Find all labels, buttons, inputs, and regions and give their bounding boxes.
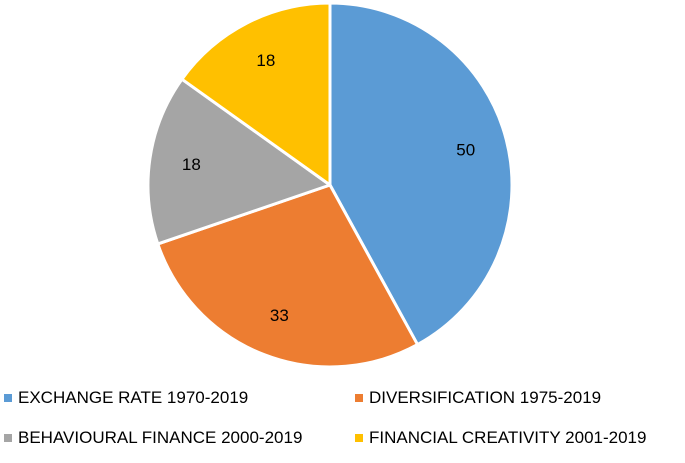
pie-slice-exchange-rate [328, 1, 514, 347]
data-label-diversification: 33 [270, 306, 289, 325]
legend-swatch-diversification [355, 394, 363, 402]
legend-item-financial-creativity: FINANCIAL CREATIVITY 2001-2019 [355, 428, 646, 448]
legend-swatch-financial-creativity [355, 434, 363, 442]
legend-item-diversification: DIVERSIFICATION 1975-2019 [355, 388, 601, 408]
legend-label-behavioural-finance: BEHAVIOURAL FINANCE 2000-2019 [18, 428, 303, 447]
legend-label-diversification: DIVERSIFICATION 1975-2019 [369, 388, 602, 407]
legend-item-behavioural-finance: BEHAVIOURAL FINANCE 2000-2019 [4, 428, 302, 448]
legend-label-exchange-rate: EXCHANGE RATE 1970-2019 [18, 388, 249, 407]
legend-item-exchange-rate: EXCHANGE RATE 1970-2019 [4, 388, 248, 408]
legend-label-financial-creativity: FINANCIAL CREATIVITY 2001-2019 [369, 428, 647, 447]
legend: EXCHANGE RATE 1970-2019 DIVERSIFICATION … [0, 388, 685, 463]
pie-chart: 50 33 18 18 [146, 1, 514, 369]
pie-slice-behavioural-finance [146, 77, 332, 246]
pie-slice-diversification [156, 183, 420, 369]
legend-swatch-exchange-rate [4, 394, 12, 402]
pie-slice-financial-creativity [180, 1, 332, 187]
legend-swatch-behavioural-finance [4, 434, 12, 442]
data-label-behavioural-finance: 18 [182, 155, 201, 174]
data-label-financial-creativity: 18 [256, 51, 275, 70]
data-label-exchange-rate: 50 [456, 141, 475, 160]
